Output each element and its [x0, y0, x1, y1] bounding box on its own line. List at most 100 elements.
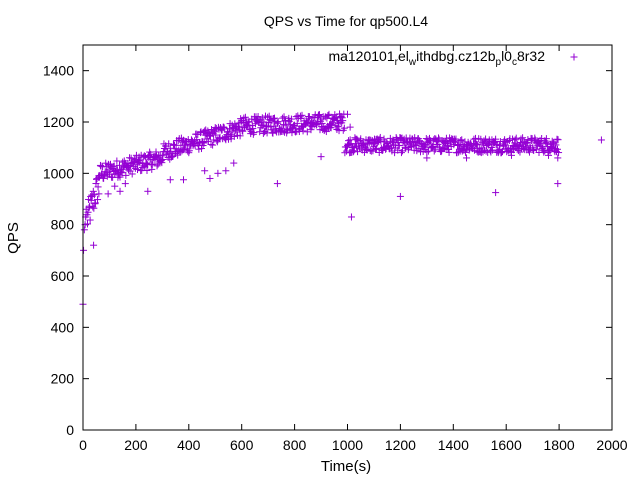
legend-label-part: ithdbg.cz12b [416, 48, 496, 64]
data-point [248, 122, 256, 130]
data-point [488, 146, 496, 154]
outlier-point [104, 190, 112, 198]
y-tick-label: 200 [51, 371, 75, 387]
x-tick-label: 800 [283, 437, 307, 453]
data-point [87, 196, 95, 204]
data-point [171, 141, 179, 149]
x-axis-ticks: 0 200 400 600 800 1000 1200 1400 1600 1800 2000 [79, 45, 628, 453]
data-point [207, 141, 215, 149]
outlier-point [82, 205, 90, 213]
data-point [331, 111, 339, 119]
data-point [288, 129, 296, 137]
legend-label-part: w [408, 57, 417, 68]
data-point [338, 114, 346, 122]
data-point [552, 141, 560, 149]
data-point [420, 142, 428, 150]
y-tick-label: 400 [51, 319, 75, 335]
data-point [133, 166, 141, 174]
data-point [397, 149, 405, 157]
data-point [411, 134, 419, 142]
data-point [90, 204, 98, 212]
data-point [127, 154, 135, 162]
data-point [299, 127, 307, 135]
outlier-point [230, 159, 238, 167]
data-point [274, 119, 282, 127]
data-point [94, 183, 102, 191]
data-point [376, 133, 384, 141]
outlier-point [166, 176, 174, 184]
data-point [86, 202, 94, 210]
data-point [282, 122, 290, 130]
data-point [461, 148, 469, 156]
data-point [524, 136, 532, 144]
x-tick-label: 2000 [596, 437, 627, 453]
data-point [165, 140, 173, 148]
y-tick-label: 0 [66, 422, 74, 438]
outlier-point [121, 180, 129, 188]
data-point [89, 187, 97, 195]
data-point [113, 166, 121, 174]
outlier-point [554, 154, 562, 162]
data-point [158, 152, 166, 160]
data-point [492, 135, 500, 143]
data-point [505, 137, 513, 145]
outlier-point [144, 187, 152, 195]
data-point [265, 112, 273, 120]
legend-label-part: ma120101 [328, 48, 394, 64]
x-tick-label: 200 [124, 437, 148, 453]
y-tick-label: 1000 [43, 165, 74, 181]
y-axis-label: QPS [5, 222, 22, 254]
data-point [212, 131, 220, 139]
data-point [278, 124, 286, 132]
data-point [249, 130, 257, 138]
data-point [85, 204, 93, 212]
x-tick-label: 400 [177, 437, 201, 453]
y-tick-label: 600 [51, 268, 75, 284]
data-point [110, 162, 118, 170]
outlier-point [507, 151, 515, 159]
outlier-point [545, 151, 553, 159]
data-point [169, 140, 177, 148]
outlier-point [346, 123, 354, 131]
data-point [236, 132, 244, 140]
data-point [342, 147, 350, 155]
outlier-point [180, 176, 188, 184]
data-point [314, 111, 322, 119]
outlier-point [396, 192, 404, 200]
data-point [479, 148, 487, 156]
data-point [290, 122, 298, 130]
plot-frame [82, 44, 613, 431]
x-tick-label: 1400 [438, 437, 469, 453]
x-tick-label: 1600 [491, 437, 522, 453]
data-point [512, 134, 520, 142]
data-point [116, 173, 124, 181]
data-point [167, 153, 175, 161]
data-point [350, 147, 358, 155]
data-point [434, 134, 442, 142]
data-point [148, 161, 156, 169]
data-point [482, 135, 490, 143]
outlier-point [201, 167, 209, 175]
outlier-point [80, 226, 88, 234]
data-point [197, 145, 205, 153]
data-point [128, 170, 136, 178]
data-point [230, 132, 238, 140]
outlier-point [116, 187, 124, 195]
outlier-point [206, 174, 214, 182]
data-point [346, 136, 354, 144]
legend-label-part: p [496, 57, 502, 68]
data-point [353, 135, 361, 143]
data-point [266, 116, 274, 124]
data-point [91, 200, 99, 208]
data-point [209, 141, 217, 149]
data-point [543, 139, 551, 147]
data-point [334, 123, 342, 131]
data-point [180, 146, 188, 154]
data-point [90, 191, 98, 199]
y-tick-label: 800 [51, 217, 75, 233]
data-point [242, 122, 250, 130]
legend-marker [570, 53, 578, 61]
data-point [158, 159, 166, 167]
